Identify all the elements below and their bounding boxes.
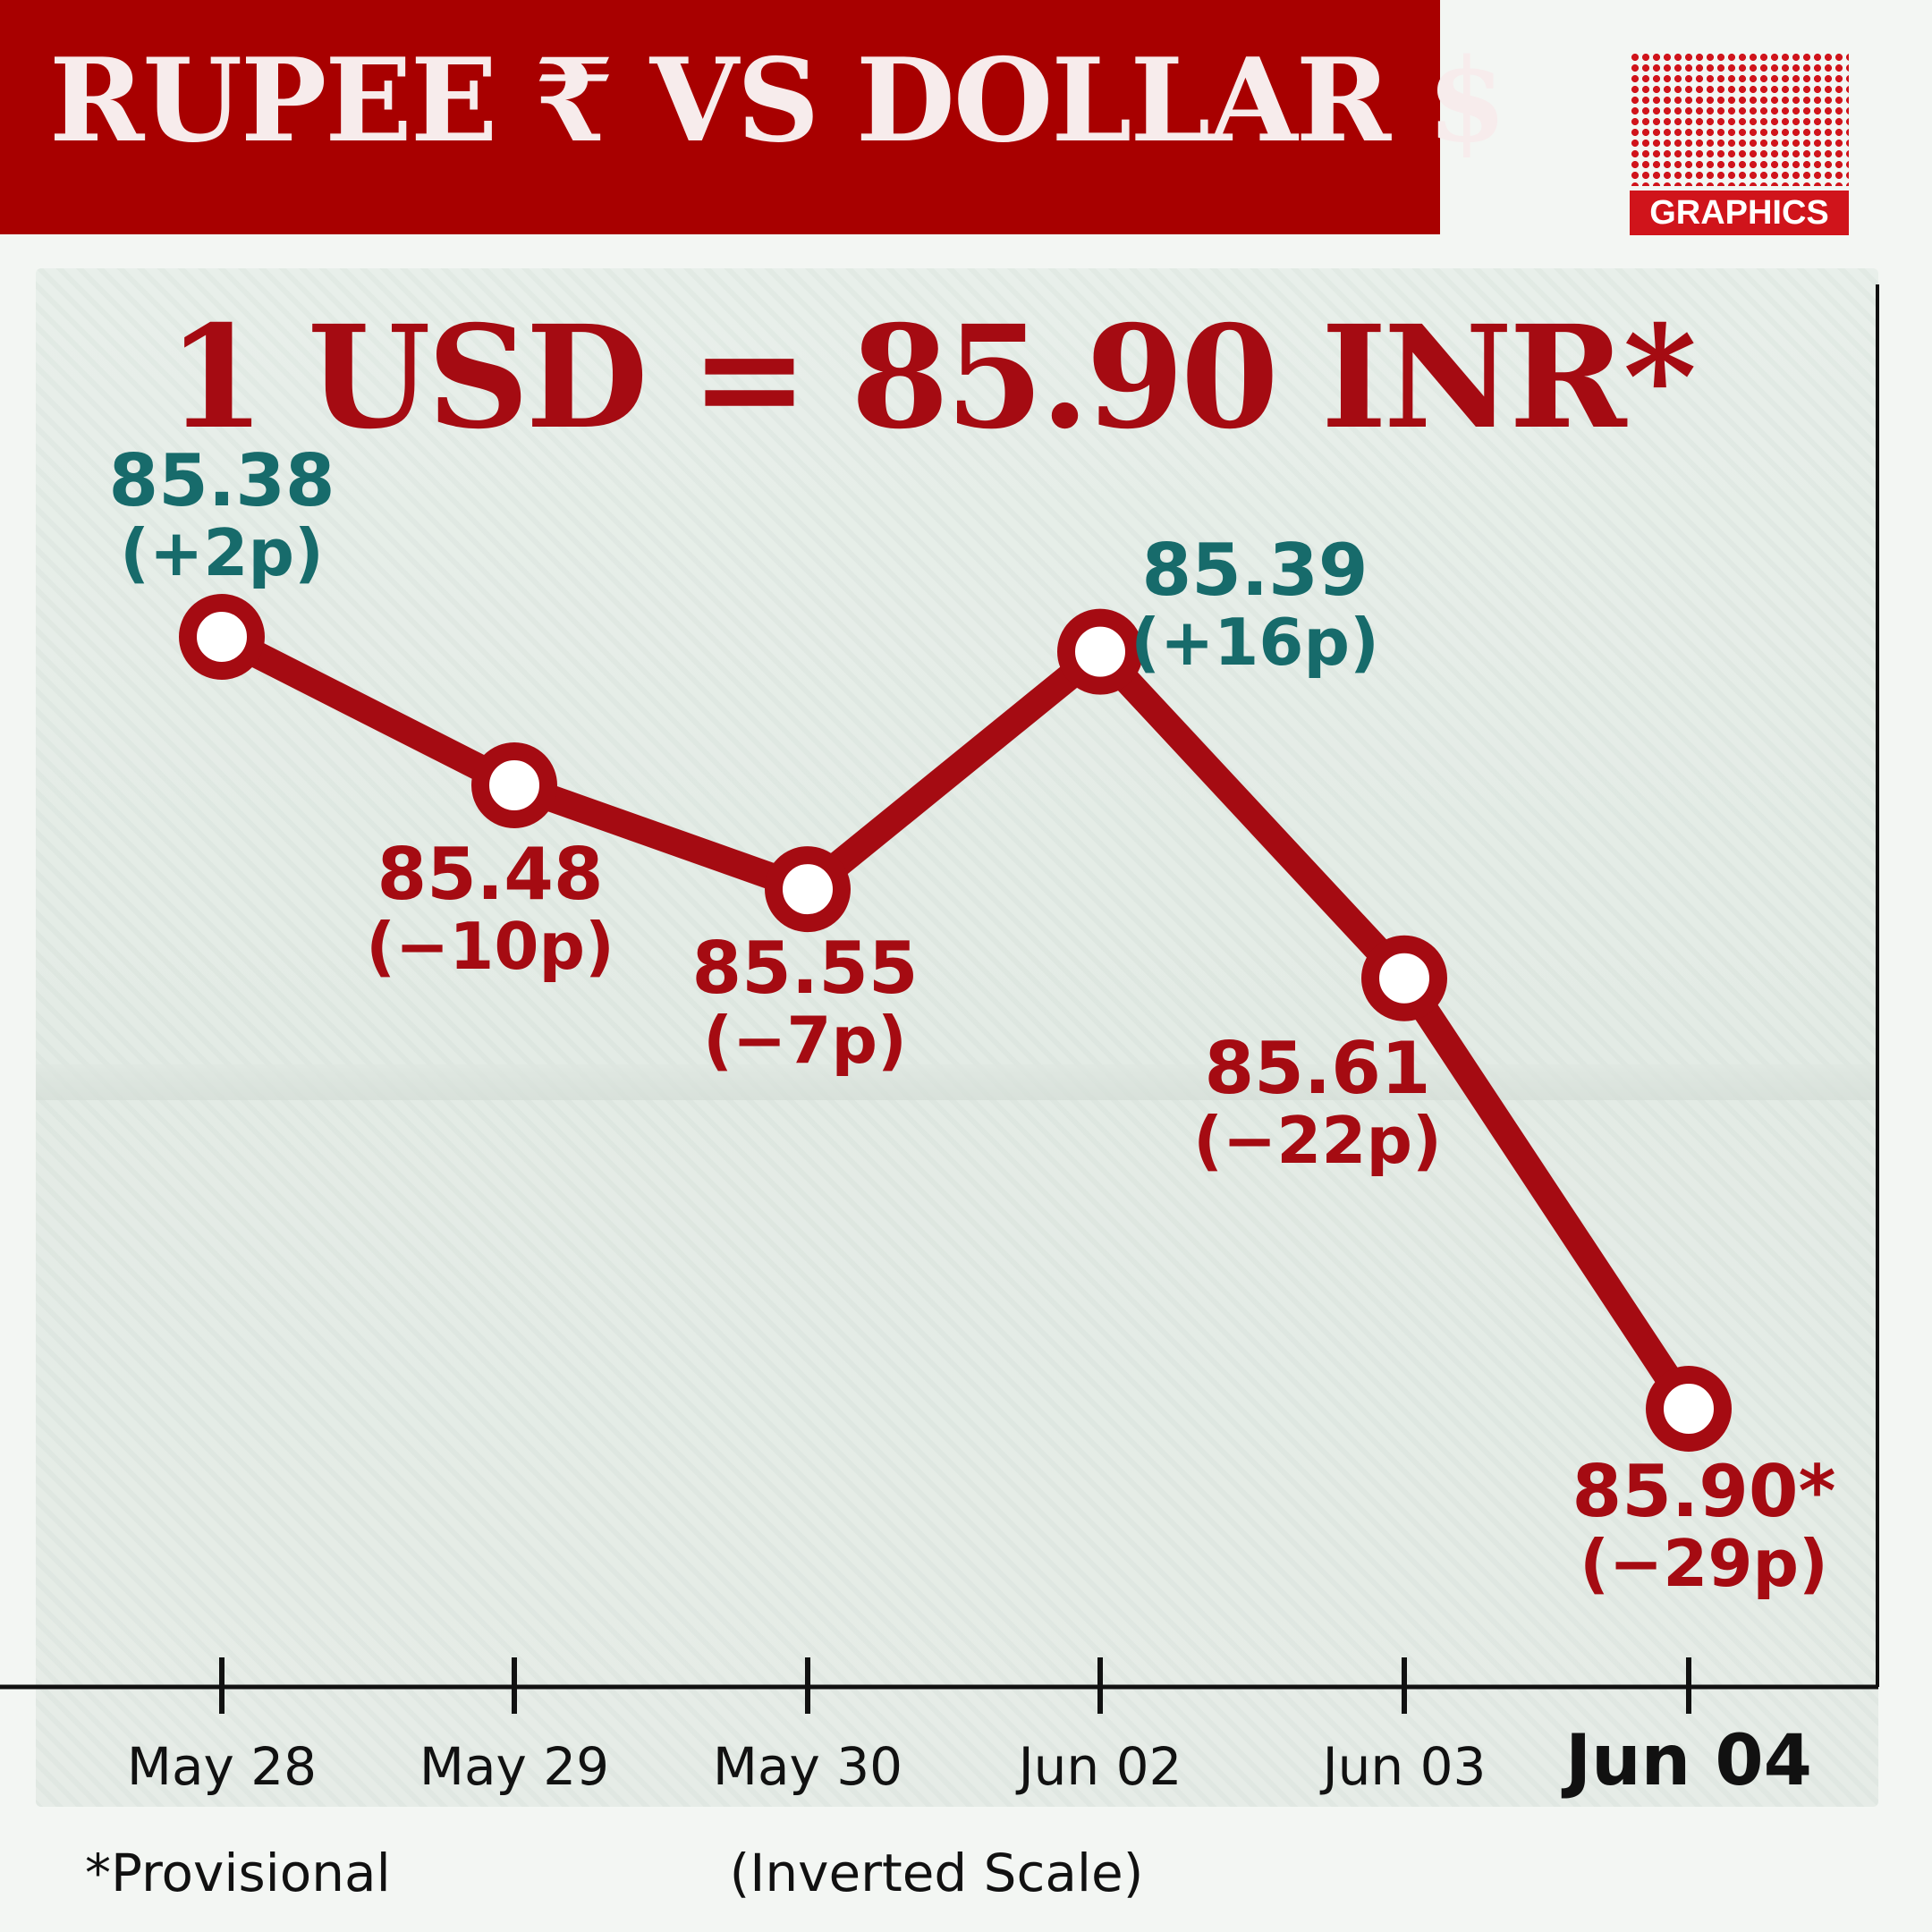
x-tick-label-3: May 30 xyxy=(713,1736,902,1797)
data-point-1 xyxy=(179,594,265,680)
x-tick-label-1: May 28 xyxy=(127,1736,317,1797)
page-title: RUPEE ₹ VS DOLLAR $ xyxy=(49,34,1507,168)
value-label-2: 85.48 xyxy=(377,833,603,916)
value-label-6: 85.90* xyxy=(1572,1450,1836,1533)
change-label-6: (−29p) xyxy=(1580,1526,1828,1601)
value-label-4: 85.39 xyxy=(1141,529,1368,612)
data-point-6 xyxy=(1646,1366,1732,1452)
x-tick-label-2: May 29 xyxy=(419,1736,609,1797)
logo-label: GRAPHICS xyxy=(1630,191,1849,235)
x-axis-ticks xyxy=(219,1657,1691,1714)
x-tick-label-4: Jun 02 xyxy=(1016,1736,1182,1797)
value-label-3: 85.55 xyxy=(691,927,918,1010)
provisional-footnote: *Provisional xyxy=(85,1843,391,1903)
note-divider xyxy=(36,1064,1878,1100)
change-label-2: (−10p) xyxy=(366,909,614,984)
data-points xyxy=(179,594,1732,1452)
change-label-3: (−7p) xyxy=(703,1003,907,1078)
change-label-5: (−22p) xyxy=(1193,1103,1442,1178)
pti-logo-mark xyxy=(1630,52,1849,186)
data-labels: 85.38(+2p) 85.48(−10p) 85.55(−7p) 85.39(+16… xyxy=(108,439,1835,1601)
currency-note-background xyxy=(36,268,1878,1807)
change-label-4: (+16p) xyxy=(1131,605,1379,680)
data-point-3 xyxy=(765,846,851,933)
pti-graphics-logo: GRAPHICS xyxy=(1630,52,1849,235)
x-tick-label-6: Jun 04 xyxy=(1561,1721,1812,1801)
value-label-1: 85.38 xyxy=(108,439,335,522)
series-line-group xyxy=(208,623,1702,1422)
chart-right-border xyxy=(1876,284,1879,1687)
title-banner: RUPEE ₹ VS DOLLAR $ xyxy=(0,0,1507,234)
data-point-5 xyxy=(1361,935,1447,1021)
data-point-4 xyxy=(1057,608,1143,695)
data-point-2 xyxy=(471,741,557,828)
exchange-rate-headline: 1 USD = 85.90 INR* xyxy=(166,295,1697,461)
x-axis-tick-labels: May 28 May 29 May 30 Jun 02 Jun 03 Jun 04 xyxy=(127,1721,1812,1801)
series-line xyxy=(208,623,1702,1422)
value-label-5: 85.61 xyxy=(1204,1027,1430,1110)
x-tick-label-5: Jun 03 xyxy=(1320,1736,1487,1797)
change-label-1: (+2p) xyxy=(120,515,324,590)
inverted-scale-note: (Inverted Scale) xyxy=(729,1843,1144,1903)
